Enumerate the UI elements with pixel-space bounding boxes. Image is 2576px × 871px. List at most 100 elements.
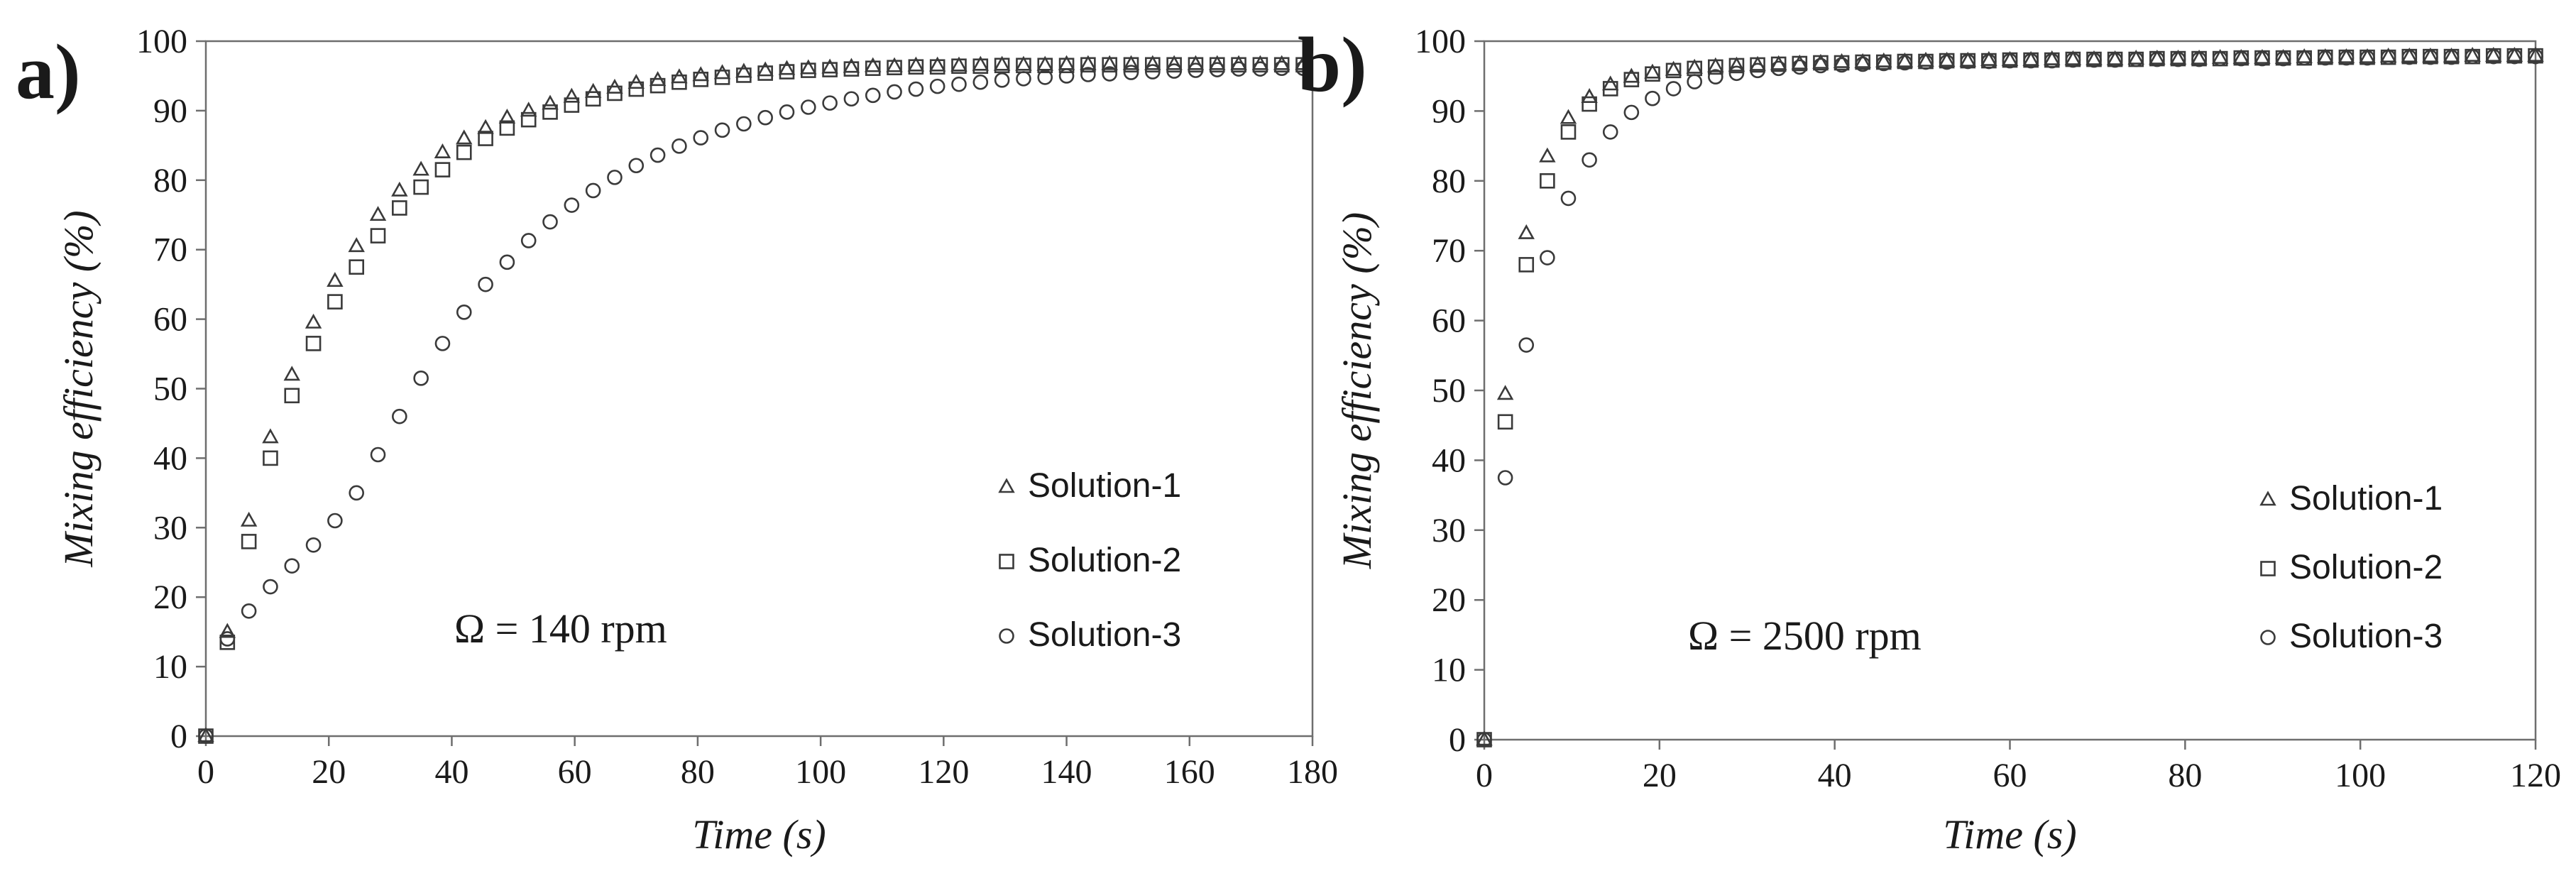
data-point-solution-2 — [779, 64, 795, 80]
data-point-solution-1 — [520, 102, 537, 117]
data-point-solution-1 — [1686, 58, 1703, 74]
data-point-solution-3 — [972, 74, 989, 90]
panel-a-x-tick-label: 120 — [918, 753, 969, 791]
panel-a: a) 0 10 20 30 40 50 60 70 80 90 100 0 20 40 60 80 100 120 1… — [16, 23, 1338, 858]
data-point-solution-3 — [2149, 51, 2165, 67]
data-point-solution-2 — [1582, 96, 1597, 112]
data-point-solution-3 — [1981, 53, 1997, 70]
data-point-solution-3 — [1792, 59, 1808, 75]
data-point-solution-3 — [1770, 60, 1787, 77]
data-point-solution-1 — [2044, 50, 2061, 65]
data-point-solution-3 — [2191, 51, 2207, 67]
data-point-solution-2 — [499, 120, 515, 136]
data-point-solution-3 — [305, 537, 322, 553]
data-point-solution-3 — [1231, 61, 1246, 77]
data-point-solution-3 — [1897, 55, 1913, 71]
data-point-solution-2 — [951, 58, 967, 75]
panel-a-y-tick-label: 0 — [170, 718, 187, 755]
panel-a-y-tick-label: 60 — [153, 301, 187, 339]
panel-b-y-tick-label: 50 — [1432, 372, 1466, 410]
data-point-solution-1 — [563, 87, 581, 103]
data-point-solution-3 — [1295, 60, 1311, 76]
data-point-solution-3 — [908, 81, 924, 97]
data-point-solution-1 — [2296, 48, 2313, 63]
data-point-solution-1 — [757, 61, 774, 77]
data-point-solution-1 — [1518, 224, 1535, 239]
data-point-solution-1 — [2317, 48, 2334, 63]
panel-b-y-tick-label: 60 — [1432, 302, 1466, 340]
data-point-solution-1 — [865, 57, 882, 72]
panel-a-y-axis-title: Mixing efficiency (%) — [55, 210, 102, 567]
panel-b-y-tick-label: 10 — [1432, 652, 1466, 689]
data-point-solution-3 — [2318, 50, 2333, 66]
data-point-solution-1 — [2506, 46, 2523, 62]
data-point-solution-2 — [284, 388, 300, 404]
data-point-solution-3 — [219, 631, 236, 647]
data-point-solution-2 — [1750, 57, 1765, 73]
data-point-solution-1 — [1602, 75, 1619, 91]
data-point-solution-3 — [2423, 49, 2438, 65]
data-point-solution-2 — [672, 74, 687, 90]
panel-b-speed-annotation: Ω = 2500 rpm — [1688, 613, 1922, 659]
data-point-solution-2 — [1166, 57, 1182, 73]
data-point-solution-3 — [520, 233, 537, 248]
data-point-solution-3 — [1750, 62, 1765, 79]
data-point-solution-2 — [305, 336, 322, 351]
panel-b-x-tick-label: 60 — [1993, 757, 2027, 794]
data-point-solution-3 — [284, 558, 300, 574]
data-point-solution-1 — [1791, 54, 1809, 70]
data-point-solution-1 — [2422, 47, 2439, 62]
data-point-solution-1 — [1496, 385, 1514, 400]
data-point-solution-3 — [1855, 56, 1870, 72]
data-point-solution-3 — [822, 95, 838, 111]
data-point-solution-3 — [994, 72, 1010, 88]
data-point-solution-3 — [2338, 50, 2355, 66]
data-point-solution-3 — [413, 371, 429, 386]
data-point-solution-3 — [263, 579, 278, 595]
panel-a-x-tick-label: 60 — [558, 753, 592, 791]
data-point-solution-1 — [2337, 48, 2355, 63]
data-point-solution-3 — [434, 336, 451, 351]
data-point-solution-3 — [887, 84, 902, 100]
panel-b-x-tick-label: 20 — [1643, 757, 1677, 794]
data-point-solution-2 — [972, 58, 989, 75]
legend-marker-solution-2 — [999, 554, 1014, 569]
data-point-solution-1 — [2191, 49, 2208, 65]
legend-marker-solution-3 — [999, 628, 1014, 644]
data-point-solution-3 — [2359, 50, 2375, 66]
panel-a-y-tick-label: 40 — [153, 439, 187, 477]
data-point-solution-3 — [2065, 52, 2081, 68]
data-point-solution-2 — [1602, 81, 1618, 97]
data-point-solution-2 — [349, 259, 364, 275]
panel-a-series-solution-3 — [198, 60, 1311, 744]
legend-label-solution-2: Solution-2 — [2289, 549, 2443, 586]
data-point-solution-1 — [1875, 52, 1892, 67]
data-point-solution-2 — [478, 131, 493, 146]
legend-label-solution-1: Solution-1 — [2289, 480, 2443, 517]
data-point-solution-1 — [2169, 49, 2187, 65]
data-point-solution-1 — [1707, 57, 1724, 72]
data-point-solution-3 — [542, 214, 558, 230]
legend-marker-solution-3 — [2260, 630, 2276, 645]
data-point-solution-2 — [456, 144, 472, 160]
data-point-solution-2 — [1728, 57, 1745, 74]
panel-b-x-axis-title: Time (s) — [1943, 811, 2077, 858]
data-point-solution-1 — [735, 62, 752, 78]
panel-a-y-tick-label: 10 — [153, 648, 187, 686]
data-point-solution-3 — [1209, 62, 1225, 77]
panel-a-x-tick-label: 80 — [681, 753, 715, 791]
data-point-solution-3 — [2002, 53, 2018, 69]
legend-label-solution-1: Solution-1 — [1028, 467, 1181, 505]
panel-b-legend: Solution-1 Solution-2 Solution-3 — [2259, 480, 2443, 655]
data-point-solution-1 — [348, 237, 365, 253]
data-point-solution-2 — [887, 60, 902, 76]
data-point-solution-1 — [434, 143, 451, 158]
data-point-solution-2 — [929, 59, 946, 75]
panel-a-x-tick-label: 20 — [312, 753, 346, 791]
data-point-solution-1 — [1476, 730, 1493, 746]
data-point-solution-3 — [1540, 250, 1555, 265]
data-point-solution-1 — [886, 57, 903, 72]
panel-b: b) 0 10 20 30 40 50 60 70 80 90 100 0 20 40 60 80 100 120 T… — [1298, 21, 2561, 858]
data-point-solution-1 — [1015, 55, 1032, 71]
